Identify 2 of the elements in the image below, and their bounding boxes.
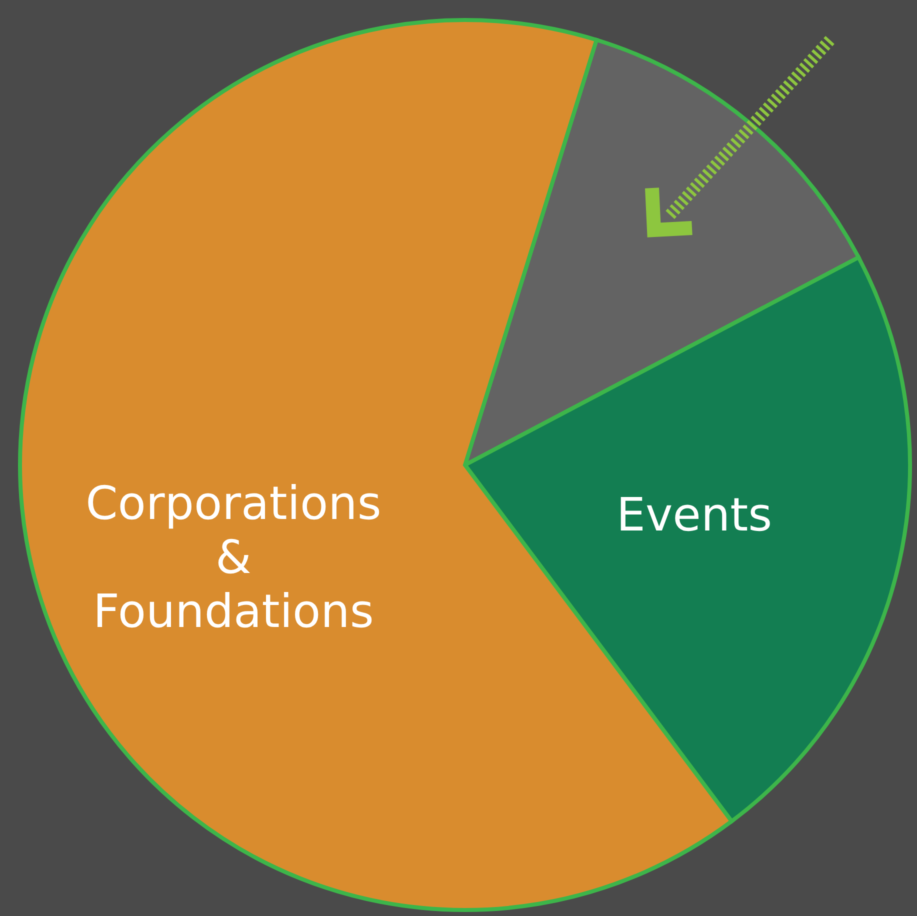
slice-label: Events bbox=[616, 488, 772, 542]
slice-label: Corporations & Foundations bbox=[86, 476, 382, 638]
